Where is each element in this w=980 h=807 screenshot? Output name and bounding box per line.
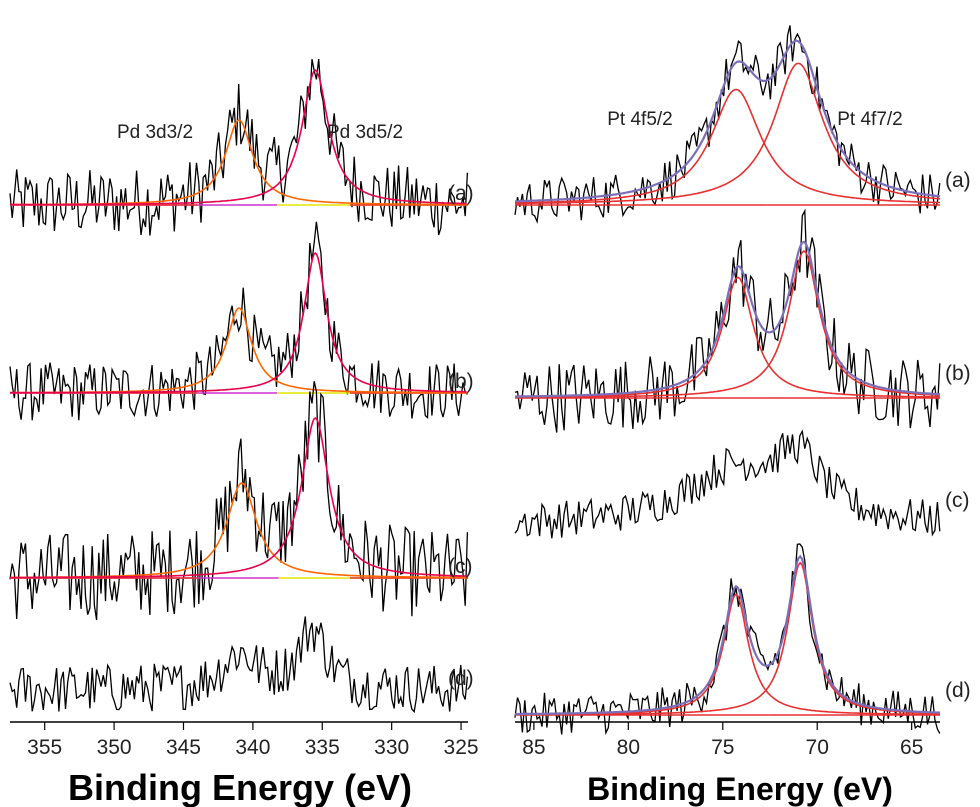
trace-label: (a) [448, 182, 474, 205]
fit-peak-curve [514, 88, 940, 204]
fit-peak-curve [515, 62, 941, 205]
fit-peak-curve [515, 561, 940, 716]
fit-peak-curve [10, 307, 467, 394]
fit-peak-curve [10, 69, 467, 206]
trace-label: (b) [945, 362, 971, 385]
raw-spectrum-line [9, 381, 469, 621]
trace-3: (d) [514, 543, 971, 736]
x-tick-label: 325 [444, 736, 479, 759]
left-annotation-3d5: Pd 3d5/2 [327, 122, 403, 143]
fit-peak-curve [515, 249, 941, 399]
right-annotation-4f5: Pt 4f5/2 [607, 109, 673, 130]
trace-1: (b) [9, 221, 474, 421]
trace-label: (d) [448, 667, 474, 690]
trace-label: (d) [945, 679, 971, 702]
trace-0: (a) [514, 25, 971, 225]
x-tick-label: 65 [900, 736, 923, 759]
left-annotation-3d3: Pd 3d3/2 [117, 122, 193, 143]
x-tick-label: 85 [522, 736, 545, 759]
fit-envelope-curve [515, 554, 941, 716]
left-panel: (a) (b) (c) (d) 355 350 345 340 335 330 325 Pd 3d… [9, 58, 479, 807]
trace-0: (a) [9, 58, 474, 236]
trace-3: (d) [9, 616, 474, 714]
raw-spectrum-line [9, 58, 469, 236]
raw-spectrum-line [514, 429, 941, 539]
x-tick-label: 340 [235, 736, 270, 759]
trace-label: (b) [448, 370, 474, 393]
trace-label: (a) [945, 169, 971, 192]
right-traces: (a) (b) (c) (d) [514, 25, 971, 736]
raw-spectrum-line [9, 221, 468, 421]
right-panel: (a) (b) (c) (d) 85 80 75 70 65 Pt 4f5/2 Pt 4f7/… [514, 25, 971, 807]
fit-envelope-curve [514, 39, 941, 203]
fit-peak-curve [10, 416, 467, 579]
x-tick-label: 80 [617, 736, 640, 759]
raw-spectrum-line [514, 208, 941, 433]
trace-label: (c) [945, 489, 970, 512]
x-tick-label: 345 [166, 736, 201, 759]
right-ticks: 85 80 75 70 65 [522, 722, 923, 759]
trace-label: (c) [448, 555, 473, 578]
x-tick-label: 355 [27, 736, 62, 759]
right-x-axis-label: Binding Energy (eV) [587, 771, 893, 807]
left-x-axis-label: Binding Energy (eV) [68, 767, 412, 807]
left-ticks: 355 350 345 340 335 330 325 [27, 722, 479, 759]
fit-peak-curve [10, 251, 467, 394]
raw-spectrum-line [9, 616, 469, 714]
right-annotation-4f7: Pt 4f7/2 [837, 109, 903, 130]
fit-envelope-curve [515, 240, 941, 398]
x-tick-label: 335 [305, 736, 340, 759]
left-traces: (a) (b) (c) (d) [9, 58, 474, 714]
x-tick-label: 75 [711, 736, 734, 759]
x-tick-label: 330 [374, 736, 409, 759]
trace-2: (c) [9, 381, 473, 621]
x-tick-label: 350 [97, 736, 132, 759]
x-tick-label: 70 [806, 736, 829, 759]
trace-2: (c) [514, 429, 970, 539]
raw-spectrum-line [514, 543, 941, 736]
trace-1: (b) [514, 208, 971, 433]
